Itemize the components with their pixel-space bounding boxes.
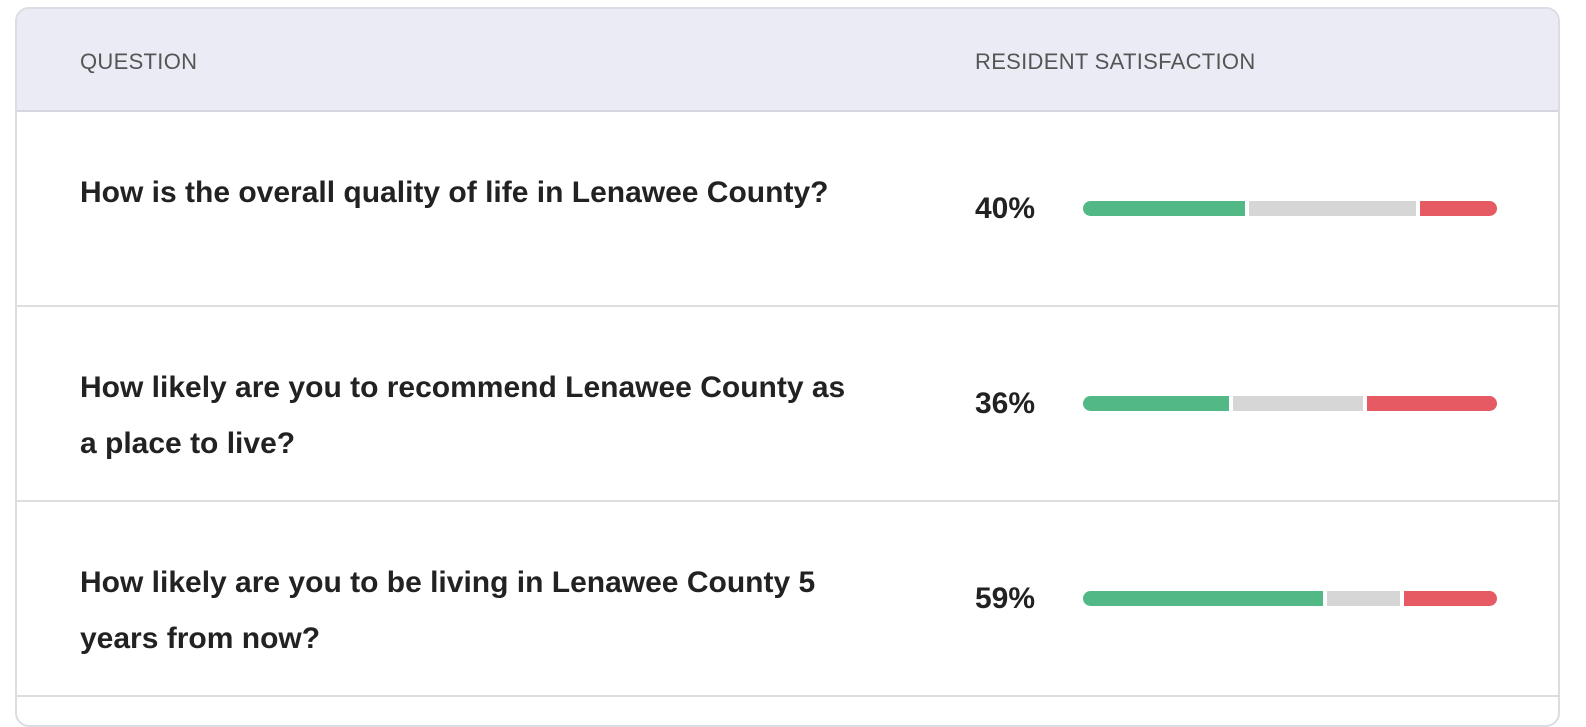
bar-negative [1403, 591, 1497, 606]
satisfaction-bar [1083, 396, 1497, 411]
question: How likely are you to recommend Lenawee … [80, 371, 846, 460]
satisfaction-label: 40% [975, 192, 1036, 225]
bar-neutral [1326, 591, 1400, 606]
table-row: How is the overall quality of life in Le… [17, 112, 1558, 307]
bar-neutral [1249, 201, 1416, 216]
page: QUESTION RESIDENT SATISFACTION How is th… [15, 7, 1560, 727]
bar-negative [1419, 201, 1497, 216]
header-satisfaction: RESIDENT SATISFACTION [975, 49, 1256, 74]
satisfaction-bar [1083, 591, 1497, 606]
satisfaction-bar [1083, 201, 1497, 216]
bar-neutral [1233, 396, 1364, 411]
table-row: How likely are you to be living in Lenaw… [17, 502, 1558, 697]
bar-positive [1083, 396, 1230, 411]
satisfaction-label: 36% [975, 387, 1036, 420]
question: How likely are you to be living in Lenaw… [80, 566, 816, 655]
bar-positive [1083, 591, 1323, 606]
bar-negative [1367, 396, 1497, 411]
question: How is the overall quality of life in Le… [80, 176, 829, 209]
table: QUESTION RESIDENT SATISFACTION How is th… [15, 7, 1560, 727]
table-body: How is the overall quality of life in Le… [17, 112, 1558, 697]
header-question: QUESTION [80, 49, 198, 74]
table-row: How likely are you to recommend Lenawee … [17, 307, 1558, 502]
table-header: QUESTION RESIDENT SATISFACTION [17, 9, 1558, 112]
satisfaction-label: 59% [975, 582, 1036, 615]
bar-positive [1083, 201, 1246, 216]
